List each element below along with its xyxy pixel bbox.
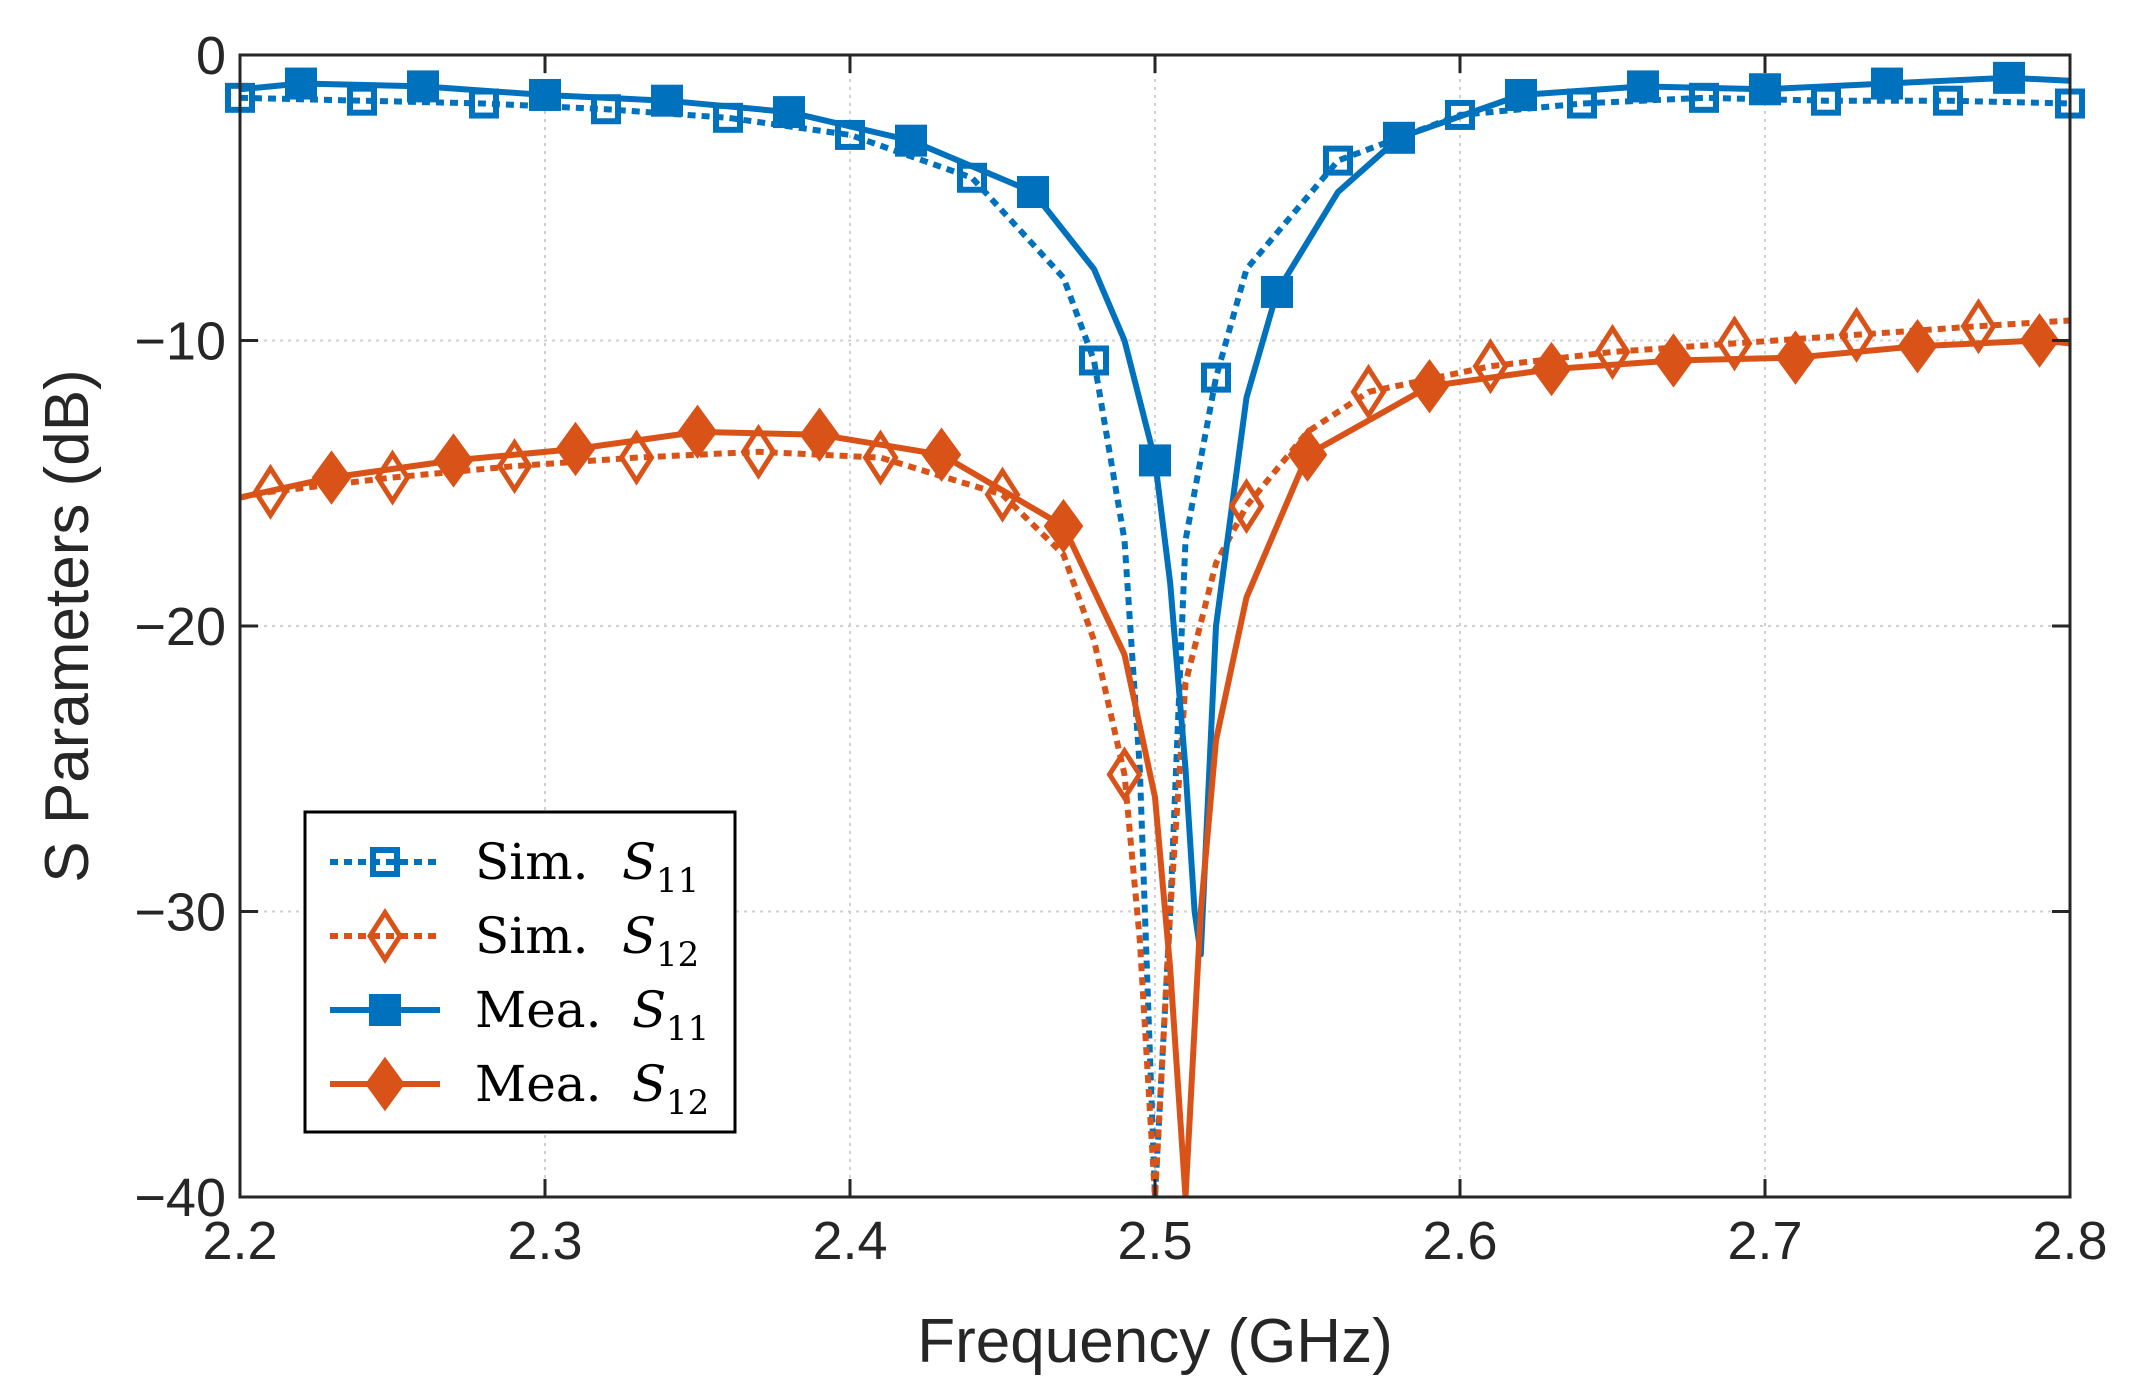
data-point-mea-s11	[1017, 176, 1049, 209]
y-axis-label: S Parameters (dB)	[33, 369, 102, 882]
legend-label-symbol: S	[622, 833, 656, 891]
legend-marker-sim-s11	[370, 847, 400, 877]
data-point-mea-s12	[1287, 427, 1328, 482]
legend-label-prefix: Mea.	[475, 981, 602, 1039]
data-point-sim-s11	[1445, 99, 1475, 130]
marker-layer	[225, 61, 2085, 803]
data-point-mea-s12	[1409, 358, 1450, 414]
data-point-mea-s11	[407, 70, 439, 103]
data-point-sim-s11	[1079, 345, 1109, 376]
data-point-sim-s12	[1594, 323, 1631, 380]
data-point-mea-s11	[773, 96, 805, 129]
data-point-sim-s11	[1567, 88, 1597, 119]
data-point-mea-s12	[1653, 333, 1694, 388]
data-point-sim-s11	[713, 102, 743, 133]
x-tick-label: 2.2	[202, 1211, 277, 1271]
data-point-mea-s11	[1993, 61, 2025, 94]
data-point-mea-s12	[677, 404, 718, 460]
data-point-sim-s12	[1106, 746, 1143, 803]
data-point-mea-s12	[799, 407, 840, 462]
data-point-sim-s11	[1201, 362, 1231, 393]
series-line-sim-s12	[240, 317, 2070, 1197]
data-point-mea-s12	[1897, 319, 1938, 374]
data-point-sim-s12	[374, 449, 411, 506]
data-point-sim-s11	[835, 119, 865, 150]
series-line-mea-s11	[240, 74, 2070, 958]
data-point-mea-s12	[1775, 330, 1816, 385]
y-tick-label: 0	[196, 26, 226, 86]
legend-label-symbol: S	[622, 907, 656, 965]
data-point-sim-s11	[1323, 145, 1353, 176]
data-point-sim-s12	[1228, 478, 1265, 535]
series-line-mea-s12	[240, 337, 2070, 1197]
y-tick-label: −20	[134, 597, 226, 657]
data-point-mea-s12	[921, 427, 962, 482]
data-point-mea-s12	[1043, 498, 1084, 554]
data-point-sim-s12	[618, 429, 655, 486]
y-tick-label: −10	[134, 312, 226, 372]
legend-label-subscript: 11	[656, 861, 699, 901]
x-tick-label: 2.3	[507, 1211, 582, 1271]
data-point-mea-s12	[555, 421, 596, 477]
data-point-mea-s12	[2019, 313, 2060, 368]
data-point-sim-s12	[496, 438, 533, 495]
series-layer	[240, 74, 2070, 1197]
legend-label-subscript: 11	[666, 1009, 709, 1049]
data-point-sim-s12	[1350, 363, 1387, 420]
x-axis-label: Frequency (GHz)	[917, 1307, 1392, 1376]
legend-label-symbol: S	[632, 981, 666, 1039]
data-point-mea-s12	[311, 450, 352, 505]
data-point-sim-s12	[862, 429, 899, 486]
y-tick-label: −40	[134, 1168, 226, 1228]
data-point-sim-s11	[1689, 82, 1719, 113]
x-tick-label: 2.7	[1727, 1211, 1802, 1271]
x-tick-label: 2.5	[1117, 1211, 1192, 1271]
data-point-sim-s11	[957, 162, 987, 193]
data-point-mea-s11	[1261, 275, 1293, 308]
data-point-mea-s12	[433, 433, 474, 488]
legend-marker-mea-s11	[369, 994, 401, 1026]
data-point-sim-s11	[469, 88, 499, 119]
data-point-mea-s11	[1627, 70, 1659, 103]
data-point-sim-s11	[347, 85, 377, 116]
x-tick-label: 2.8	[2032, 1211, 2107, 1271]
data-point-mea-s11	[529, 78, 561, 111]
data-point-sim-s11	[591, 94, 621, 125]
legend-label-symbol: S	[632, 1055, 666, 1113]
data-point-sim-s12	[1960, 298, 1997, 355]
data-point-mea-s11	[895, 124, 927, 157]
data-point-sim-s12	[1838, 306, 1875, 363]
data-point-sim-s12	[1472, 338, 1509, 395]
data-point-mea-s11	[1139, 444, 1171, 477]
y-tick-label: −30	[134, 883, 226, 943]
data-point-sim-s12	[740, 423, 777, 480]
legend-label-subscript: 12	[666, 1083, 709, 1123]
legend-marker-mea-s12	[365, 1056, 405, 1112]
data-point-mea-s11	[651, 84, 683, 117]
data-point-mea-s12	[1531, 341, 1572, 397]
data-point-mea-s11	[1749, 73, 1781, 106]
data-point-sim-s11	[1933, 85, 1963, 116]
legend-label-prefix: Sim.	[475, 833, 589, 891]
axis-ticks: 2.2 2.3 2.4 2.5 2.6 2.7 2.8 0 −10 −20 −30 −40	[134, 26, 2107, 1271]
data-point-sim-s12	[1716, 315, 1753, 372]
data-point-sim-s12	[984, 466, 1021, 523]
data-point-mea-s11	[1383, 121, 1415, 154]
x-tick-label: 2.4	[812, 1211, 887, 1271]
x-tick-label: 2.6	[1422, 1211, 1497, 1271]
data-point-mea-s11	[1871, 67, 1903, 100]
legend-label-prefix: Sim.	[475, 907, 589, 965]
data-point-mea-s11	[1505, 78, 1537, 111]
data-point-sim-s11	[1811, 85, 1841, 116]
data-point-mea-s11	[285, 67, 317, 100]
data-point-sim-s12	[252, 463, 289, 520]
legend-marker-sim-s12	[367, 907, 403, 965]
legend-label-subscript: 12	[656, 935, 699, 975]
legend-label-prefix: Mea.	[475, 1055, 602, 1113]
